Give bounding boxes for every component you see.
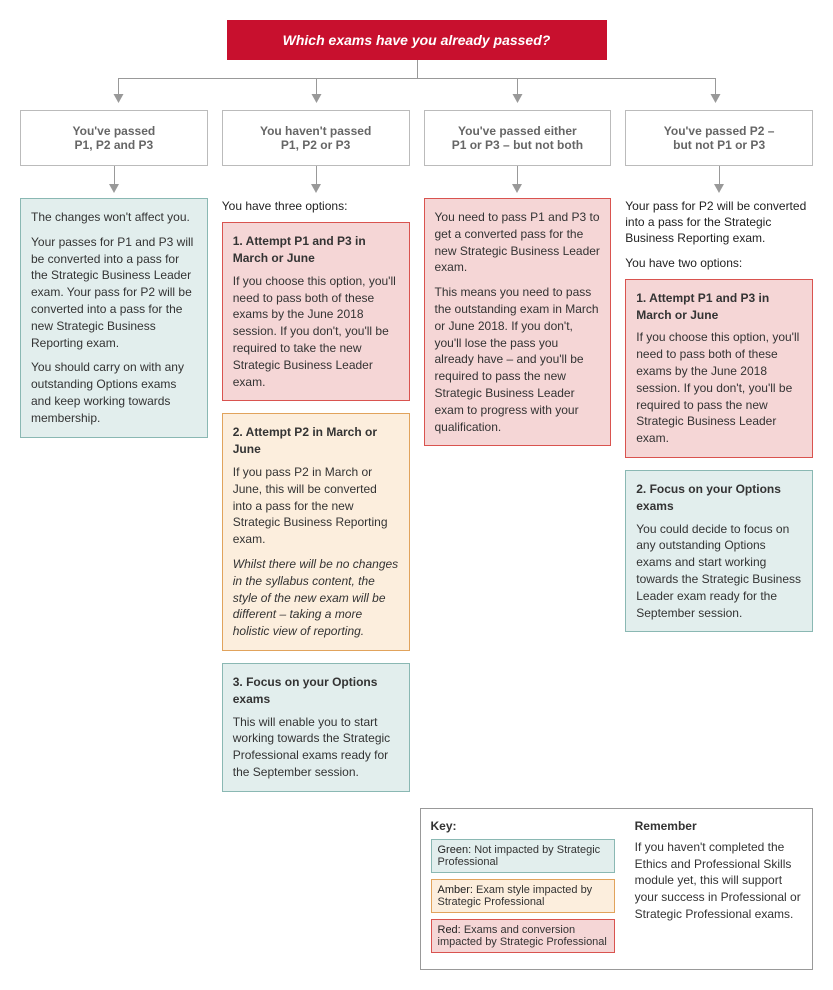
- key-title: Key:: [431, 819, 615, 833]
- col3-h1: You've passed either: [458, 124, 577, 138]
- remember-title: Remember: [635, 819, 802, 833]
- text: You should carry on with any outstanding…: [31, 359, 197, 426]
- key-amber: Amber: Exam style impacted by Strategic …: [431, 879, 615, 913]
- col-1: You've passed P1, P2 and P3 The changes …: [20, 110, 208, 804]
- key-block: Key: Green: Not impacted by Strategic Pr…: [420, 808, 814, 970]
- col3-box1: You need to pass P1 and P3 to get a conv…: [424, 198, 612, 446]
- col-header-1: You've passed P1, P2 and P3: [20, 110, 208, 166]
- box-title: 2. Focus on your Options exams: [636, 481, 802, 515]
- col-header-3: You've passed either P1 or P3 – but not …: [424, 110, 612, 166]
- text-italic: Whilst there will be no changes in the s…: [233, 556, 399, 640]
- key-right: Remember If you haven't completed the Et…: [635, 819, 802, 959]
- col1-box1: The changes won't affect you. Your passe…: [20, 198, 208, 438]
- col2-intro: You have three options:: [222, 198, 410, 214]
- key-label: Red:: [438, 924, 461, 936]
- col-header-2: You haven't passed P1, P2 or P3: [222, 110, 410, 166]
- col4-intro2: You have two options:: [625, 255, 813, 271]
- key-label: Amber:: [438, 884, 473, 896]
- key-row: Key: Green: Not impacted by Strategic Pr…: [20, 808, 813, 970]
- col2-box3: 3. Focus on your Options exams This will…: [222, 663, 410, 792]
- col2-box2: 2. Attempt P2 in March or June If you pa…: [222, 413, 410, 651]
- text: If you choose this option, you'll need t…: [233, 273, 399, 391]
- root-question: Which exams have you already passed?: [227, 20, 607, 60]
- text: If you pass P2 in March or June, this wi…: [233, 464, 399, 548]
- col-arrow-3: [424, 166, 612, 198]
- col-arrow-1: [20, 166, 208, 198]
- col-header-4: You've passed P2 – but not P1 or P3: [625, 110, 813, 166]
- key-text: Exams and conversion impacted by Strateg…: [438, 924, 607, 948]
- box-title: 1. Attempt P1 and P3 in March or June: [233, 233, 399, 267]
- col-arrow-4: [625, 166, 813, 198]
- col4-intro: Your pass for P2 will be converted into …: [625, 198, 813, 247]
- col4-h2: but not P1 or P3: [673, 138, 765, 152]
- col-2: You haven't passed P1, P2 or P3 You have…: [222, 110, 410, 804]
- col-4: You've passed P2 – but not P1 or P3 Your…: [625, 110, 813, 804]
- connector-tree: [30, 60, 803, 110]
- text: Your passes for P1 and P3 will be conver…: [31, 234, 197, 352]
- col4-box1: 1. Attempt P1 and P3 in March or June If…: [625, 279, 813, 458]
- remember-text: If you haven't completed the Ethics and …: [635, 839, 802, 923]
- text: This means you need to pass the outstand…: [435, 284, 601, 435]
- text: This will enable you to start working to…: [233, 714, 399, 781]
- box-title: 1. Attempt P1 and P3 in March or June: [636, 290, 802, 324]
- col-3: You've passed either P1 or P3 – but not …: [424, 110, 612, 804]
- col1-h1: You've passed: [73, 124, 156, 138]
- col3-h2: P1 or P3 – but not both: [452, 138, 583, 152]
- columns-row: You've passed P1, P2 and P3 The changes …: [20, 110, 813, 804]
- col4-h1: You've passed P2 –: [664, 124, 775, 138]
- box-title: 3. Focus on your Options exams: [233, 674, 399, 708]
- col2-box1: 1. Attempt P1 and P3 in March or June If…: [222, 222, 410, 401]
- text: You need to pass P1 and P3 to get a conv…: [435, 209, 601, 276]
- text: You could decide to focus on any outstan…: [636, 521, 802, 622]
- col1-h2: P1, P2 and P3: [75, 138, 154, 152]
- text: The changes won't affect you.: [31, 209, 197, 226]
- key-left: Key: Green: Not impacted by Strategic Pr…: [431, 819, 615, 959]
- col4-box2: 2. Focus on your Options exams You could…: [625, 470, 813, 632]
- col2-h1: You haven't passed: [260, 124, 371, 138]
- col-arrow-2: [222, 166, 410, 198]
- text: If you choose this option, you'll need t…: [636, 329, 802, 447]
- key-red: Red: Exams and conversion impacted by St…: [431, 919, 615, 953]
- key-label: Green:: [438, 844, 472, 856]
- key-green: Green: Not impacted by Strategic Profess…: [431, 839, 615, 873]
- box-title: 2. Attempt P2 in March or June: [233, 424, 399, 458]
- col2-h2: P1, P2 or P3: [281, 138, 350, 152]
